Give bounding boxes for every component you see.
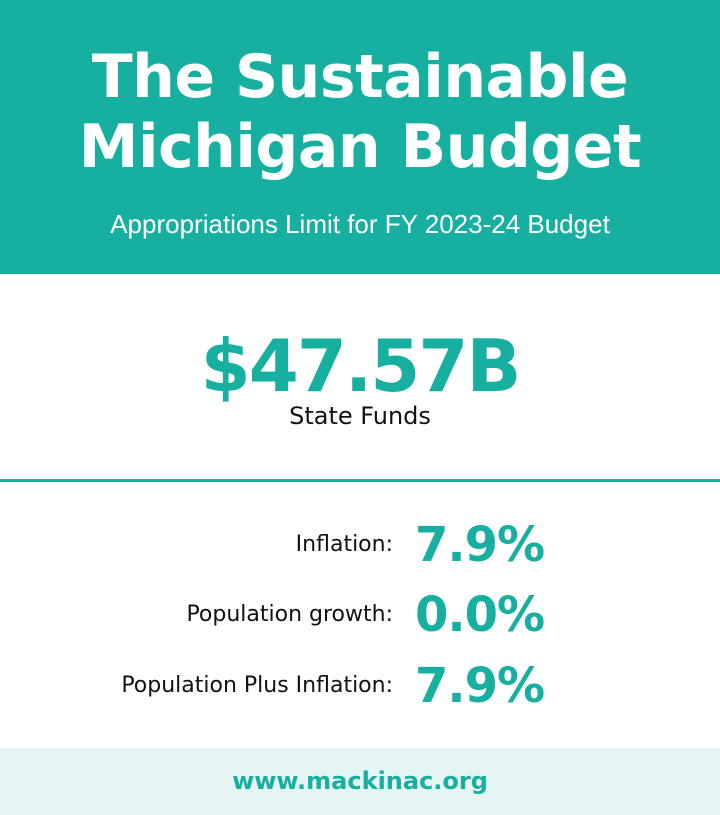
stat-label: Population growth: <box>186 602 393 627</box>
stat-label: Inflation: <box>295 532 393 557</box>
headline-amount: $47.57B <box>200 324 522 408</box>
stat-value: 0.0% <box>415 587 545 643</box>
footer-bar: www.mackinac.org <box>0 748 720 815</box>
headline-label: State Funds <box>289 402 431 430</box>
section-divider <box>0 479 720 482</box>
stat-row-population-plus-inflation: Population Plus Inflation: 7.9% <box>0 656 720 716</box>
website-link[interactable]: www.mackinac.org <box>232 767 488 795</box>
stat-row-population-growth: Population growth: 0.0% <box>0 585 720 645</box>
stat-value: 7.9% <box>415 658 545 714</box>
page-title-line-1: The Sustainable <box>91 42 629 112</box>
stat-value: 7.9% <box>415 517 545 573</box>
page-subtitle: Appropriations Limit for FY 2023-24 Budg… <box>110 209 610 239</box>
stat-row-inflation: Inflation: 7.9% <box>0 515 720 575</box>
page-title: The Sustainable Michigan Budget <box>0 42 720 182</box>
page-title-line-2: Michigan Budget <box>78 112 642 182</box>
header-banner: The Sustainable Michigan Budget Appropri… <box>0 0 720 274</box>
stat-label: Population Plus Inflation: <box>121 673 393 698</box>
